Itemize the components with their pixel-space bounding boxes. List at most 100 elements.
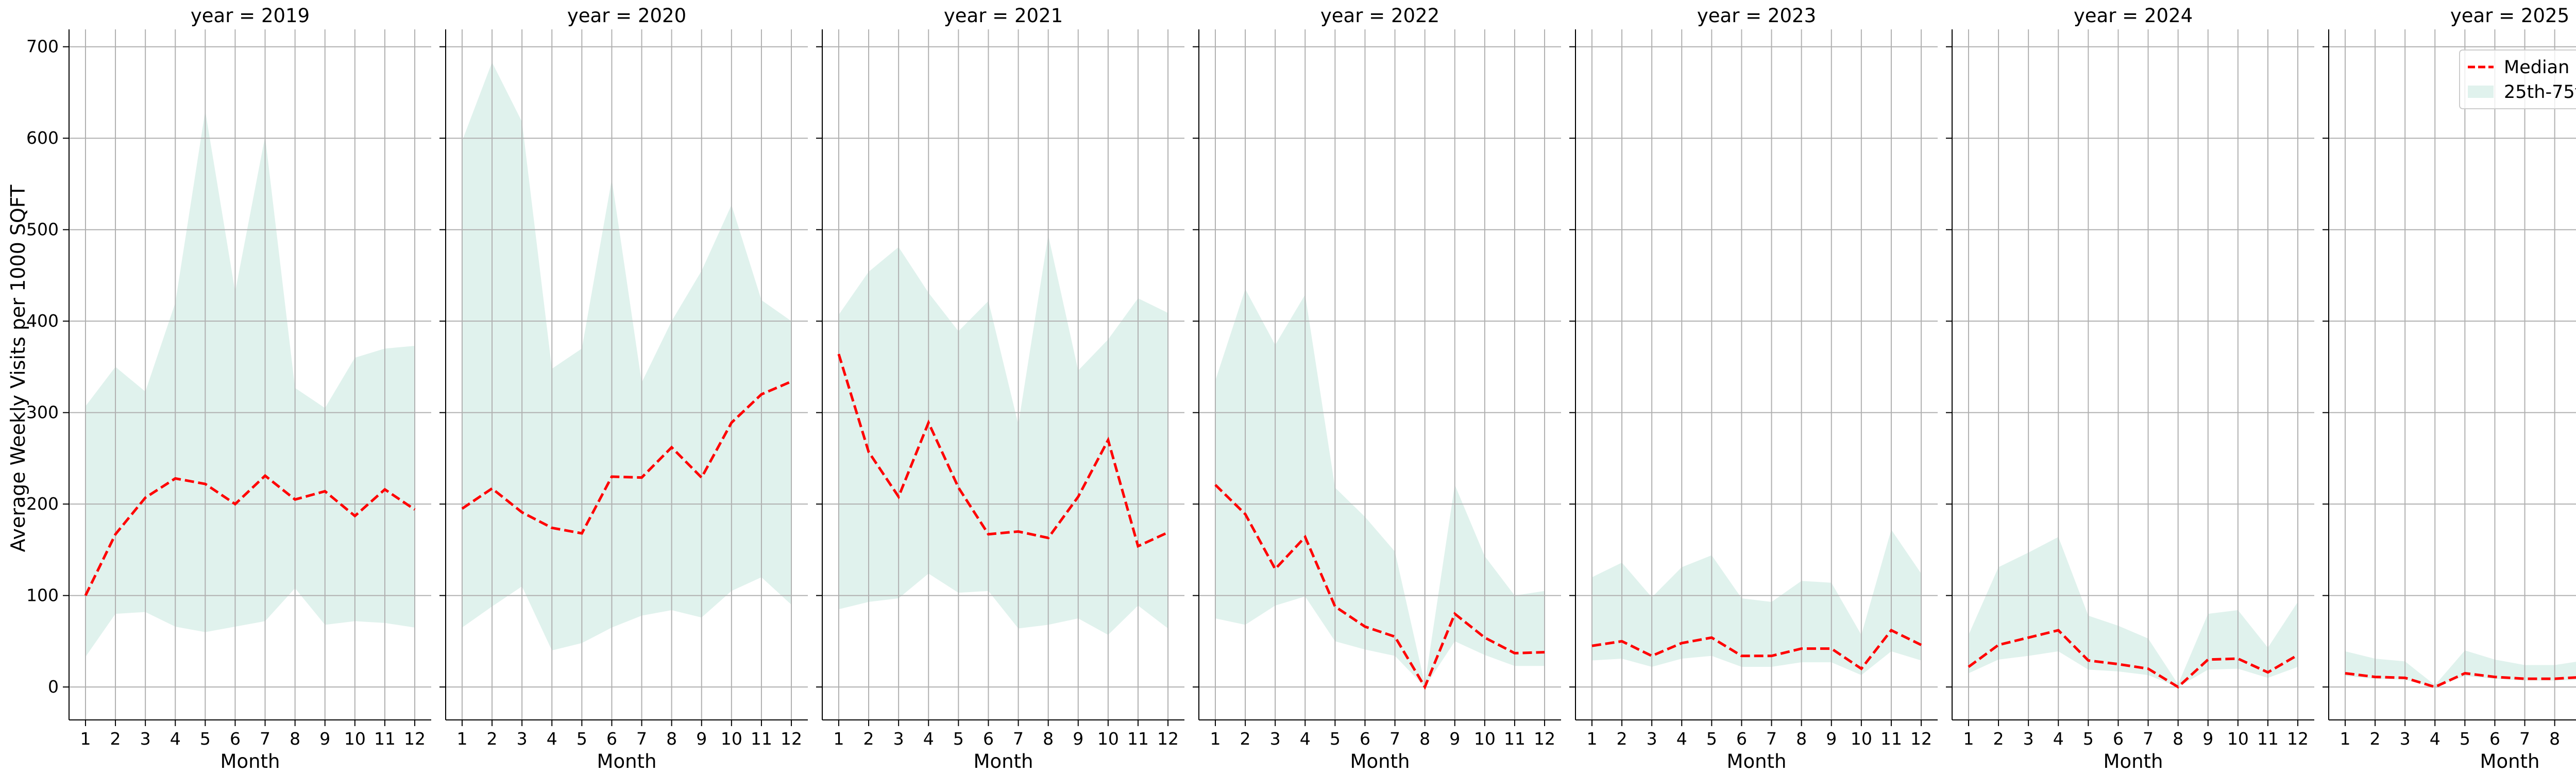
x-tick-label: 2 xyxy=(1993,729,2004,749)
median-line xyxy=(2345,671,2576,688)
x-tick-label: 8 xyxy=(1043,729,1054,749)
x-tick-label: 9 xyxy=(1073,729,1083,749)
x-tick-label: 5 xyxy=(1330,729,1341,749)
x-tick-label: 2 xyxy=(487,729,498,749)
median-line xyxy=(84,474,416,596)
x-tick-label: 1 xyxy=(1586,729,1597,749)
x-tick-label: 4 xyxy=(170,729,181,749)
x-tick-label: 4 xyxy=(2053,729,2064,749)
x-tick-label: 8 xyxy=(1419,729,1430,749)
x-tick-label: 6 xyxy=(1360,729,1370,749)
legend-band-label: 25th-75th Percentile xyxy=(2504,82,2576,103)
legend-band-swatch xyxy=(2468,86,2494,98)
panel-title: year = 2019 xyxy=(191,5,310,27)
x-axis-label: Month xyxy=(221,750,280,772)
panel-title: year = 2022 xyxy=(1320,5,1439,27)
x-tick-label: 7 xyxy=(1389,729,1400,749)
legend: Median 25th-75th Percentile xyxy=(2459,49,2576,109)
x-tick-label: 3 xyxy=(140,729,151,749)
x-tick-label: 8 xyxy=(666,729,677,749)
x-tick-label: 8 xyxy=(1796,729,1807,749)
x-tick-label: 5 xyxy=(953,729,964,749)
x-tick-label: 9 xyxy=(696,729,707,749)
percentile-band xyxy=(1968,537,2298,687)
x-tick-label: 7 xyxy=(2143,729,2154,749)
median-line xyxy=(461,380,792,535)
percentile-band xyxy=(1591,529,1922,676)
x-tick-label: 6 xyxy=(606,729,617,749)
y-tick-label: 0 xyxy=(48,677,59,697)
y-axis-label: Average Weekly Visits per 1000 SQFT xyxy=(7,184,29,552)
x-tick-label: 6 xyxy=(983,729,994,749)
x-tick-label: 8 xyxy=(290,729,300,749)
x-tick-label: 12 xyxy=(1157,729,1179,749)
legend-median-label: Median xyxy=(2504,57,2569,78)
x-tick-label: 2 xyxy=(1240,729,1251,749)
x-tick-label: 3 xyxy=(2400,729,2411,749)
x-tick-label: 4 xyxy=(1676,729,1687,749)
x-tick-label: 9 xyxy=(319,729,330,749)
y-tick-label: 600 xyxy=(26,128,59,148)
x-tick-label: 4 xyxy=(1300,729,1311,749)
percentile-band xyxy=(462,62,792,651)
median-line xyxy=(837,354,1169,548)
x-tick-label: 10 xyxy=(1851,729,1872,749)
y-tick-label: 300 xyxy=(26,402,59,423)
x-tick-label: 12 xyxy=(404,729,426,749)
panel-title: year = 2020 xyxy=(567,5,686,27)
x-axis-label: Month xyxy=(2480,750,2540,772)
x-tick-label: 7 xyxy=(1013,729,1024,749)
x-tick-label: 5 xyxy=(2083,729,2094,749)
x-tick-label: 3 xyxy=(893,729,904,749)
x-axis-label: Month xyxy=(597,750,657,772)
median-line xyxy=(1591,628,1922,670)
panel-title: year = 2024 xyxy=(2074,5,2193,27)
x-tick-label: 7 xyxy=(1766,729,1777,749)
x-tick-label: 10 xyxy=(1097,729,1119,749)
x-tick-label: 1 xyxy=(456,729,467,749)
x-tick-label: 7 xyxy=(636,729,647,749)
x-tick-label: 1 xyxy=(1210,729,1221,749)
x-axis-label: Month xyxy=(1350,750,1410,772)
x-tick-label: 11 xyxy=(751,729,772,749)
x-tick-label: 10 xyxy=(2227,729,2249,749)
x-tick-label: 10 xyxy=(721,729,742,749)
x-tick-label: 12 xyxy=(1534,729,1555,749)
median-line xyxy=(1214,484,1545,690)
x-tick-label: 11 xyxy=(1127,729,1149,749)
x-tick-label: 8 xyxy=(2549,729,2560,749)
x-tick-label: 11 xyxy=(1880,729,1902,749)
x-tick-label: 5 xyxy=(2460,729,2470,749)
x-tick-label: 12 xyxy=(2287,729,2309,749)
x-tick-label: 4 xyxy=(2430,729,2441,749)
x-tick-label: 11 xyxy=(374,729,396,749)
percentile-band xyxy=(85,110,415,657)
x-tick-label: 5 xyxy=(200,729,211,749)
x-tick-label: 12 xyxy=(781,729,802,749)
panel-title: year = 2023 xyxy=(1697,5,1816,27)
x-tick-label: 2 xyxy=(2370,729,2381,749)
x-tick-label: 5 xyxy=(1706,729,1717,749)
x-tick-label: 3 xyxy=(2023,729,2034,749)
x-tick-label: 2 xyxy=(1617,729,1628,749)
y-tick-label: 200 xyxy=(26,494,59,514)
x-tick-label: 3 xyxy=(1270,729,1281,749)
x-tick-label: 9 xyxy=(1449,729,1460,749)
x-tick-label: 12 xyxy=(1910,729,1932,749)
percentile-band xyxy=(1215,289,1545,687)
x-axis-label: Month xyxy=(1727,750,1787,772)
y-tick-label: 400 xyxy=(26,311,59,331)
x-tick-label: 6 xyxy=(2113,729,2124,749)
x-tick-label: 11 xyxy=(1504,729,1526,749)
x-tick-label: 7 xyxy=(260,729,270,749)
panel-title: year = 2021 xyxy=(944,5,1063,27)
x-axis-label: Month xyxy=(2104,750,2163,772)
x-tick-label: 3 xyxy=(517,729,528,749)
